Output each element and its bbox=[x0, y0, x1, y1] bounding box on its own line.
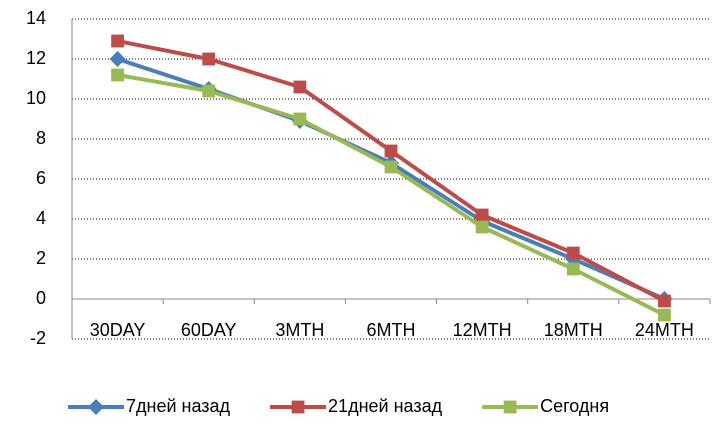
y-tick-label: 8 bbox=[36, 128, 46, 148]
legend-marker bbox=[88, 399, 104, 415]
data-point bbox=[111, 34, 124, 48]
y-tick-label: 6 bbox=[36, 168, 46, 188]
data-point bbox=[475, 220, 489, 234]
y-tick-label: 0 bbox=[36, 288, 46, 308]
y-tick-label: 12 bbox=[26, 48, 46, 68]
legend-marker bbox=[503, 400, 517, 414]
series-line bbox=[117, 73, 666, 317]
x-tick-label: 24MTH bbox=[635, 320, 694, 340]
data-point bbox=[293, 112, 307, 126]
x-tick-label: 18MTH bbox=[544, 320, 603, 340]
legend-marker bbox=[291, 400, 305, 414]
x-tick-label: 3MTH bbox=[275, 320, 324, 340]
y-tick-label: 2 bbox=[36, 248, 46, 268]
y-tick-label: 4 bbox=[36, 208, 46, 228]
x-tick-label: 12MTH bbox=[453, 320, 512, 340]
y-tick-label: -2 bbox=[30, 328, 46, 348]
data-point bbox=[384, 160, 398, 174]
legend-label: 21дней назад bbox=[328, 396, 443, 416]
x-tick-label: 30DAY bbox=[90, 320, 146, 340]
data-point bbox=[202, 84, 216, 98]
x-tick-label: 60DAY bbox=[181, 320, 237, 340]
y-tick-label: 14 bbox=[26, 8, 46, 28]
legend-label: Сегодня bbox=[540, 396, 609, 416]
data-point bbox=[202, 52, 216, 66]
y-tick-label: 10 bbox=[26, 88, 46, 108]
data-point bbox=[658, 308, 671, 322]
data-point bbox=[111, 68, 124, 82]
data-point bbox=[475, 208, 489, 222]
legend-label: 7дней назад bbox=[126, 396, 231, 416]
x-tick-label: 6MTH bbox=[367, 320, 416, 340]
data-point bbox=[566, 262, 580, 276]
data-point bbox=[658, 294, 671, 308]
data-point bbox=[384, 144, 398, 158]
data-point bbox=[109, 51, 126, 67]
data-point bbox=[566, 246, 580, 260]
data-point bbox=[293, 80, 307, 94]
